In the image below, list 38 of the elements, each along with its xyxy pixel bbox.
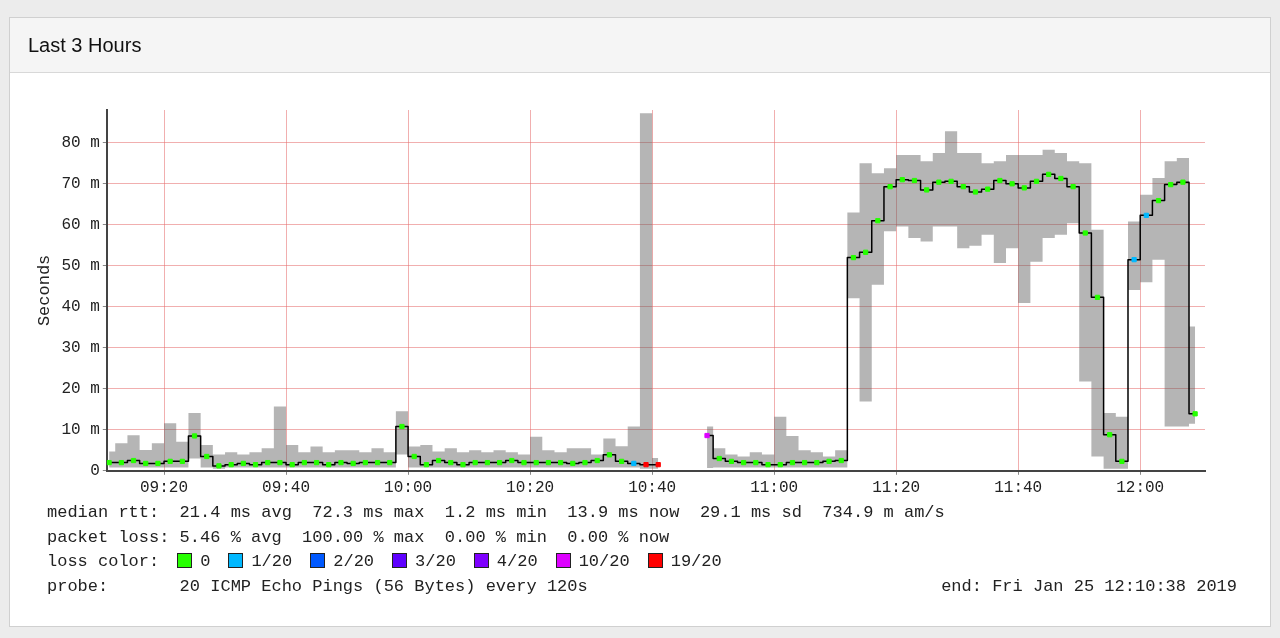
legend-label: 10/20 bbox=[578, 552, 630, 571]
chart-title: Last 3 Hours bbox=[10, 18, 1270, 73]
text: median rtt: 21.4 ms avg 72.3 ms max 1.2 ms min 13.9 ms now 29.1 ms sd 734.9 m am/s bbox=[47, 502, 945, 524]
point bbox=[1131, 257, 1137, 263]
y-tick-label: 20 m bbox=[61, 380, 100, 399]
x-tick-label: 11:40 bbox=[994, 478, 1043, 497]
x-tick-label: 12:00 bbox=[1116, 478, 1165, 497]
x-tick-label: 09:40 bbox=[262, 478, 311, 497]
y-tick-label: 40 m bbox=[61, 298, 100, 317]
y-tick-label: 30 m bbox=[61, 339, 100, 358]
point bbox=[704, 432, 710, 439]
y-tick-label: 70 m bbox=[61, 175, 100, 194]
point bbox=[643, 462, 649, 468]
legend-label: 19/20 bbox=[670, 552, 722, 571]
x-tick-label: 09:20 bbox=[140, 478, 189, 497]
text: end: Fri Jan 25 12:10:38 2019 bbox=[941, 575, 1237, 598]
y-tick-label: 60 m bbox=[61, 216, 100, 235]
x-tick-label: 10:00 bbox=[384, 478, 433, 497]
legend-label: 0 bbox=[200, 552, 211, 571]
y-tick-label: 50 m bbox=[61, 257, 100, 276]
y-axis-title: Seconds bbox=[34, 254, 54, 327]
y-tick-label: 0 bbox=[90, 462, 100, 481]
y-tick-label: 80 m bbox=[61, 134, 100, 153]
x-tick-label: 10:40 bbox=[628, 478, 677, 497]
legend-label: 4/20 bbox=[496, 552, 538, 571]
x-tick-label: 11:20 bbox=[872, 478, 921, 497]
point bbox=[1143, 212, 1149, 218]
x-tick-label: 10:20 bbox=[506, 478, 555, 497]
x-tick-label: 11:00 bbox=[750, 478, 799, 497]
legend-label: 3/20 bbox=[415, 552, 456, 571]
legend-label: 2/20 bbox=[333, 552, 375, 571]
point bbox=[631, 460, 637, 467]
y-tick-label: 10 m bbox=[61, 421, 100, 440]
legend-title: loss color: bbox=[47, 552, 160, 571]
text: packet loss: 5.46 % avg 100.00 % max 0.00 % min 0.00 % now bbox=[47, 526, 670, 549]
text: probe: 20 ICMP Echo Pings (56 Bytes) every 120s bbox=[47, 575, 588, 598]
point bbox=[655, 462, 661, 468]
legend-label: 1/20 bbox=[251, 552, 293, 571]
